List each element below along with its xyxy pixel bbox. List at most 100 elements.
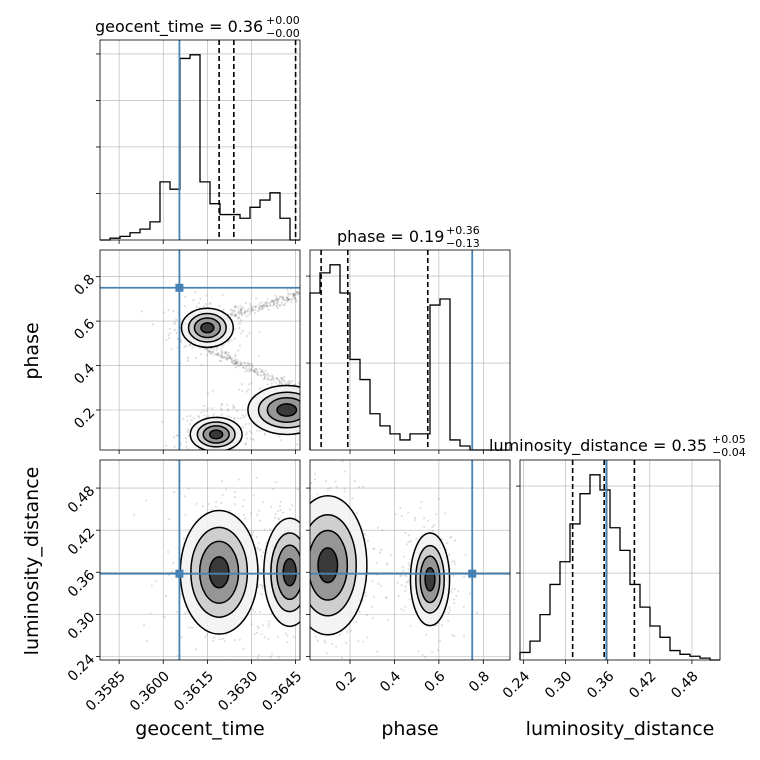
scatter-point (206, 348, 209, 351)
scatter-point (272, 299, 275, 302)
scatter-point (362, 640, 365, 643)
scatter-point (243, 367, 247, 370)
scatter-point (234, 314, 237, 317)
scatter-point (255, 367, 258, 371)
scatter-point (303, 545, 305, 547)
scatter-point (270, 299, 274, 302)
scatter-point (244, 423, 247, 426)
scatter-point (253, 610, 257, 614)
scatter-point (343, 487, 346, 490)
scatter-point (243, 312, 246, 315)
scatter-point (272, 379, 276, 382)
scatter-point (211, 389, 214, 392)
scatter-point (217, 352, 220, 355)
scatter-point (228, 355, 232, 359)
scatter-point (263, 373, 266, 376)
histogram-bar (640, 607, 650, 660)
scatter-point (257, 373, 260, 376)
scatter-point (258, 548, 261, 552)
scatter-point (240, 318, 243, 322)
scatter-point (295, 290, 298, 294)
scatter-point (233, 362, 236, 365)
scatter-point (276, 304, 279, 307)
scatter-point (208, 351, 212, 354)
scatter-point (341, 460, 344, 463)
scatter-point (256, 625, 259, 628)
scatter-point (262, 501, 265, 504)
scatter-point (262, 373, 265, 377)
scatter-point (453, 588, 456, 591)
scatter-point (294, 298, 297, 301)
scatter-point (271, 377, 274, 380)
scatter-point (269, 655, 272, 659)
scatter-point (172, 465, 174, 467)
scatter-point (224, 357, 228, 360)
scatter-point (305, 598, 307, 600)
scatter-point (276, 377, 279, 380)
scatter-point (256, 373, 259, 376)
scatter-point (186, 428, 189, 431)
scatter-point (371, 617, 374, 620)
scatter-point (236, 409, 239, 412)
scatter-point (301, 586, 303, 588)
scatter-point (234, 305, 237, 308)
scatter-point (190, 419, 193, 422)
scatter-point (343, 490, 346, 493)
scatter-point (251, 305, 255, 308)
scatter-point (192, 665, 194, 667)
scatter-point (261, 624, 264, 627)
scatter-point (302, 546, 304, 548)
scatter-point (283, 379, 286, 383)
scatter-point (266, 305, 269, 308)
xlabel-geocent-time: geocent_time (135, 718, 264, 740)
scatter-point (145, 499, 148, 502)
scatter-point (248, 430, 252, 433)
scatter-point (240, 308, 243, 311)
scatter-point (324, 641, 327, 644)
scatter-point (305, 590, 307, 592)
scatter-point (221, 345, 224, 348)
scatter-point (338, 633, 341, 636)
scatter-point (251, 365, 254, 369)
contour-inner (133, 454, 307, 667)
scatter-point (218, 637, 221, 641)
contour-line (317, 547, 339, 584)
scatter-point (274, 381, 277, 384)
scatter-point (221, 293, 224, 297)
scatter-point (304, 367, 306, 369)
scatter-point (257, 653, 260, 657)
scatter-point (168, 327, 172, 330)
title-geocent-time: geocent_time = 0.36 (95, 17, 263, 37)
scatter-point (249, 311, 252, 314)
scatter-point (407, 511, 410, 514)
scatter-point (263, 376, 266, 379)
scatter-point (263, 375, 267, 378)
title-phase-sub: −0.13 (446, 237, 480, 250)
scatter-point (366, 539, 370, 543)
contour-frame (99, 459, 301, 661)
title-phase-sup: +0.36 (446, 224, 480, 237)
scatter-point (227, 340, 230, 343)
scatter-point (323, 639, 326, 642)
scatter-point (222, 356, 225, 359)
scatter-point (182, 417, 185, 420)
scatter-point (214, 505, 217, 508)
scatter-point (233, 417, 236, 420)
scatter-point (262, 377, 266, 381)
scatter-point (450, 535, 453, 538)
scatter-point (232, 309, 235, 312)
scatter-point (296, 292, 300, 295)
scatter-point (249, 512, 252, 515)
contour-line (276, 403, 298, 417)
scatter-point (281, 378, 285, 381)
scatter-point (306, 559, 308, 561)
scatter-point (205, 454, 207, 456)
scatter-point (451, 633, 454, 637)
scatter-point (228, 509, 231, 512)
scatter-point (183, 612, 186, 615)
scatter-point (233, 452, 235, 454)
contour-line (200, 322, 215, 334)
scatter-point (216, 353, 219, 356)
scatter-point (257, 626, 260, 630)
density-fill (209, 556, 229, 588)
